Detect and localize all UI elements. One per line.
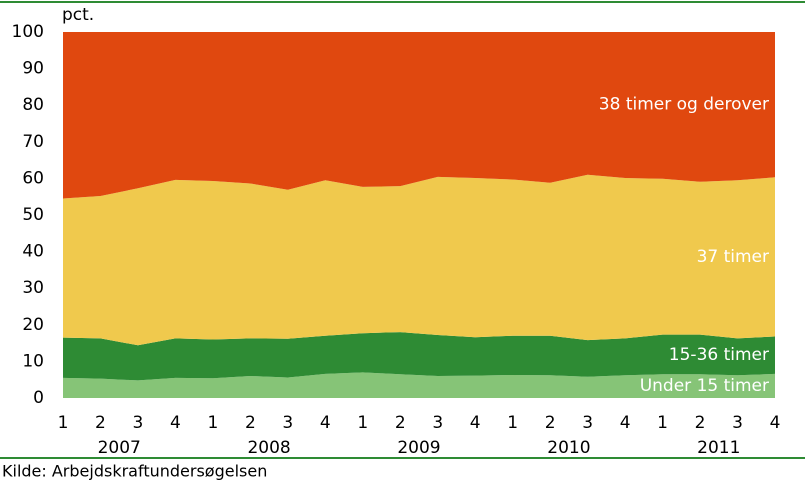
x-tick-label: 3 bbox=[282, 413, 293, 433]
y-tick-label: 60 bbox=[22, 168, 44, 188]
x-tick-label: 2 bbox=[95, 413, 106, 433]
x-tick-label: 1 bbox=[58, 413, 69, 433]
area bbox=[63, 174, 775, 346]
x-tick-label: 1 bbox=[207, 413, 218, 433]
x-tick-label: 4 bbox=[320, 413, 331, 433]
y-tick-label: 80 bbox=[22, 95, 44, 115]
y-tick-label: 0 bbox=[33, 388, 44, 408]
y-tick-label: 100 bbox=[12, 22, 44, 42]
x-tick-label: 3 bbox=[732, 413, 743, 433]
y-tick-label: 90 bbox=[22, 59, 44, 79]
area bbox=[63, 332, 775, 381]
x-tick-label: 2 bbox=[395, 413, 406, 433]
year-label: 2010 bbox=[547, 438, 590, 458]
year-label: 2007 bbox=[98, 438, 141, 458]
x-tick-label: 4 bbox=[770, 413, 781, 433]
x-tick-label: 1 bbox=[657, 413, 668, 433]
y-unit-label: pct. bbox=[62, 5, 94, 25]
source: Kilde: Arbejdskraftundersøgelsen bbox=[2, 462, 267, 481]
x-tick-label: 2 bbox=[545, 413, 556, 433]
x-tick-label: 3 bbox=[582, 413, 593, 433]
x-tick-label: 2 bbox=[245, 413, 256, 433]
x-tick-label: 4 bbox=[620, 413, 631, 433]
year-label: 2009 bbox=[397, 438, 440, 458]
x-tick-label: 3 bbox=[133, 413, 144, 433]
y-tick-label: 30 bbox=[22, 278, 44, 298]
series-label: 38 timer og derover bbox=[599, 95, 769, 115]
area bbox=[63, 372, 775, 398]
series-label: Under 15 timer bbox=[640, 376, 769, 396]
x-tick-label: 2 bbox=[695, 413, 706, 433]
x-tick-label: 4 bbox=[470, 413, 481, 433]
x-tick-label: 1 bbox=[507, 413, 518, 433]
series-label: 37 timer bbox=[697, 247, 769, 267]
y-tick-label: 50 bbox=[22, 205, 44, 225]
y-tick-label: 70 bbox=[22, 132, 44, 152]
x-tick-label: 4 bbox=[170, 413, 181, 433]
y-tick-label: 40 bbox=[22, 242, 44, 262]
year-label: 2008 bbox=[247, 438, 290, 458]
x-tick-label: 3 bbox=[432, 413, 443, 433]
series-label: 15-36 timer bbox=[669, 345, 769, 365]
area bbox=[63, 32, 775, 199]
x-tick-label: 1 bbox=[357, 413, 368, 433]
y-tick-label: 10 bbox=[22, 351, 44, 371]
y-tick-label: 20 bbox=[22, 315, 44, 335]
year-label: 2011 bbox=[697, 438, 740, 458]
